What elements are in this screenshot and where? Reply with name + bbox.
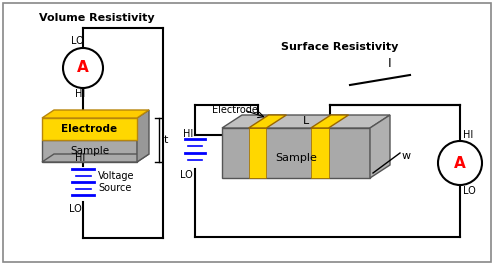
FancyBboxPatch shape bbox=[248, 128, 266, 178]
Text: A: A bbox=[454, 156, 466, 170]
Text: LO: LO bbox=[69, 205, 82, 214]
FancyBboxPatch shape bbox=[222, 128, 370, 178]
Text: I: I bbox=[388, 57, 392, 70]
Text: Volume Resistivity: Volume Resistivity bbox=[39, 13, 155, 23]
Text: Surface Resistivity: Surface Resistivity bbox=[281, 42, 399, 52]
Polygon shape bbox=[42, 110, 149, 118]
Text: LO: LO bbox=[180, 170, 193, 180]
Text: Voltage
Source: Voltage Source bbox=[98, 171, 134, 193]
Circle shape bbox=[63, 48, 103, 88]
FancyBboxPatch shape bbox=[311, 128, 329, 178]
Text: HI: HI bbox=[75, 89, 85, 99]
Text: w: w bbox=[402, 151, 411, 161]
Polygon shape bbox=[222, 115, 390, 128]
FancyBboxPatch shape bbox=[42, 140, 137, 162]
Polygon shape bbox=[42, 154, 149, 162]
Polygon shape bbox=[311, 115, 349, 128]
Text: LO: LO bbox=[71, 36, 84, 46]
Circle shape bbox=[438, 141, 482, 185]
Text: HI: HI bbox=[75, 153, 85, 163]
Text: Electrode: Electrode bbox=[212, 105, 258, 115]
Text: Sample: Sample bbox=[70, 146, 109, 156]
Text: HI: HI bbox=[183, 129, 193, 139]
FancyBboxPatch shape bbox=[3, 3, 491, 262]
Text: Electrode: Electrode bbox=[61, 124, 118, 134]
Polygon shape bbox=[137, 110, 149, 162]
Text: HI: HI bbox=[463, 130, 473, 140]
Text: A: A bbox=[77, 60, 89, 76]
FancyBboxPatch shape bbox=[42, 118, 137, 140]
Polygon shape bbox=[370, 115, 390, 178]
Text: t: t bbox=[164, 135, 168, 145]
Text: L: L bbox=[303, 116, 309, 126]
Polygon shape bbox=[248, 115, 287, 128]
Text: Sample: Sample bbox=[275, 153, 317, 163]
Text: LO: LO bbox=[463, 186, 476, 196]
